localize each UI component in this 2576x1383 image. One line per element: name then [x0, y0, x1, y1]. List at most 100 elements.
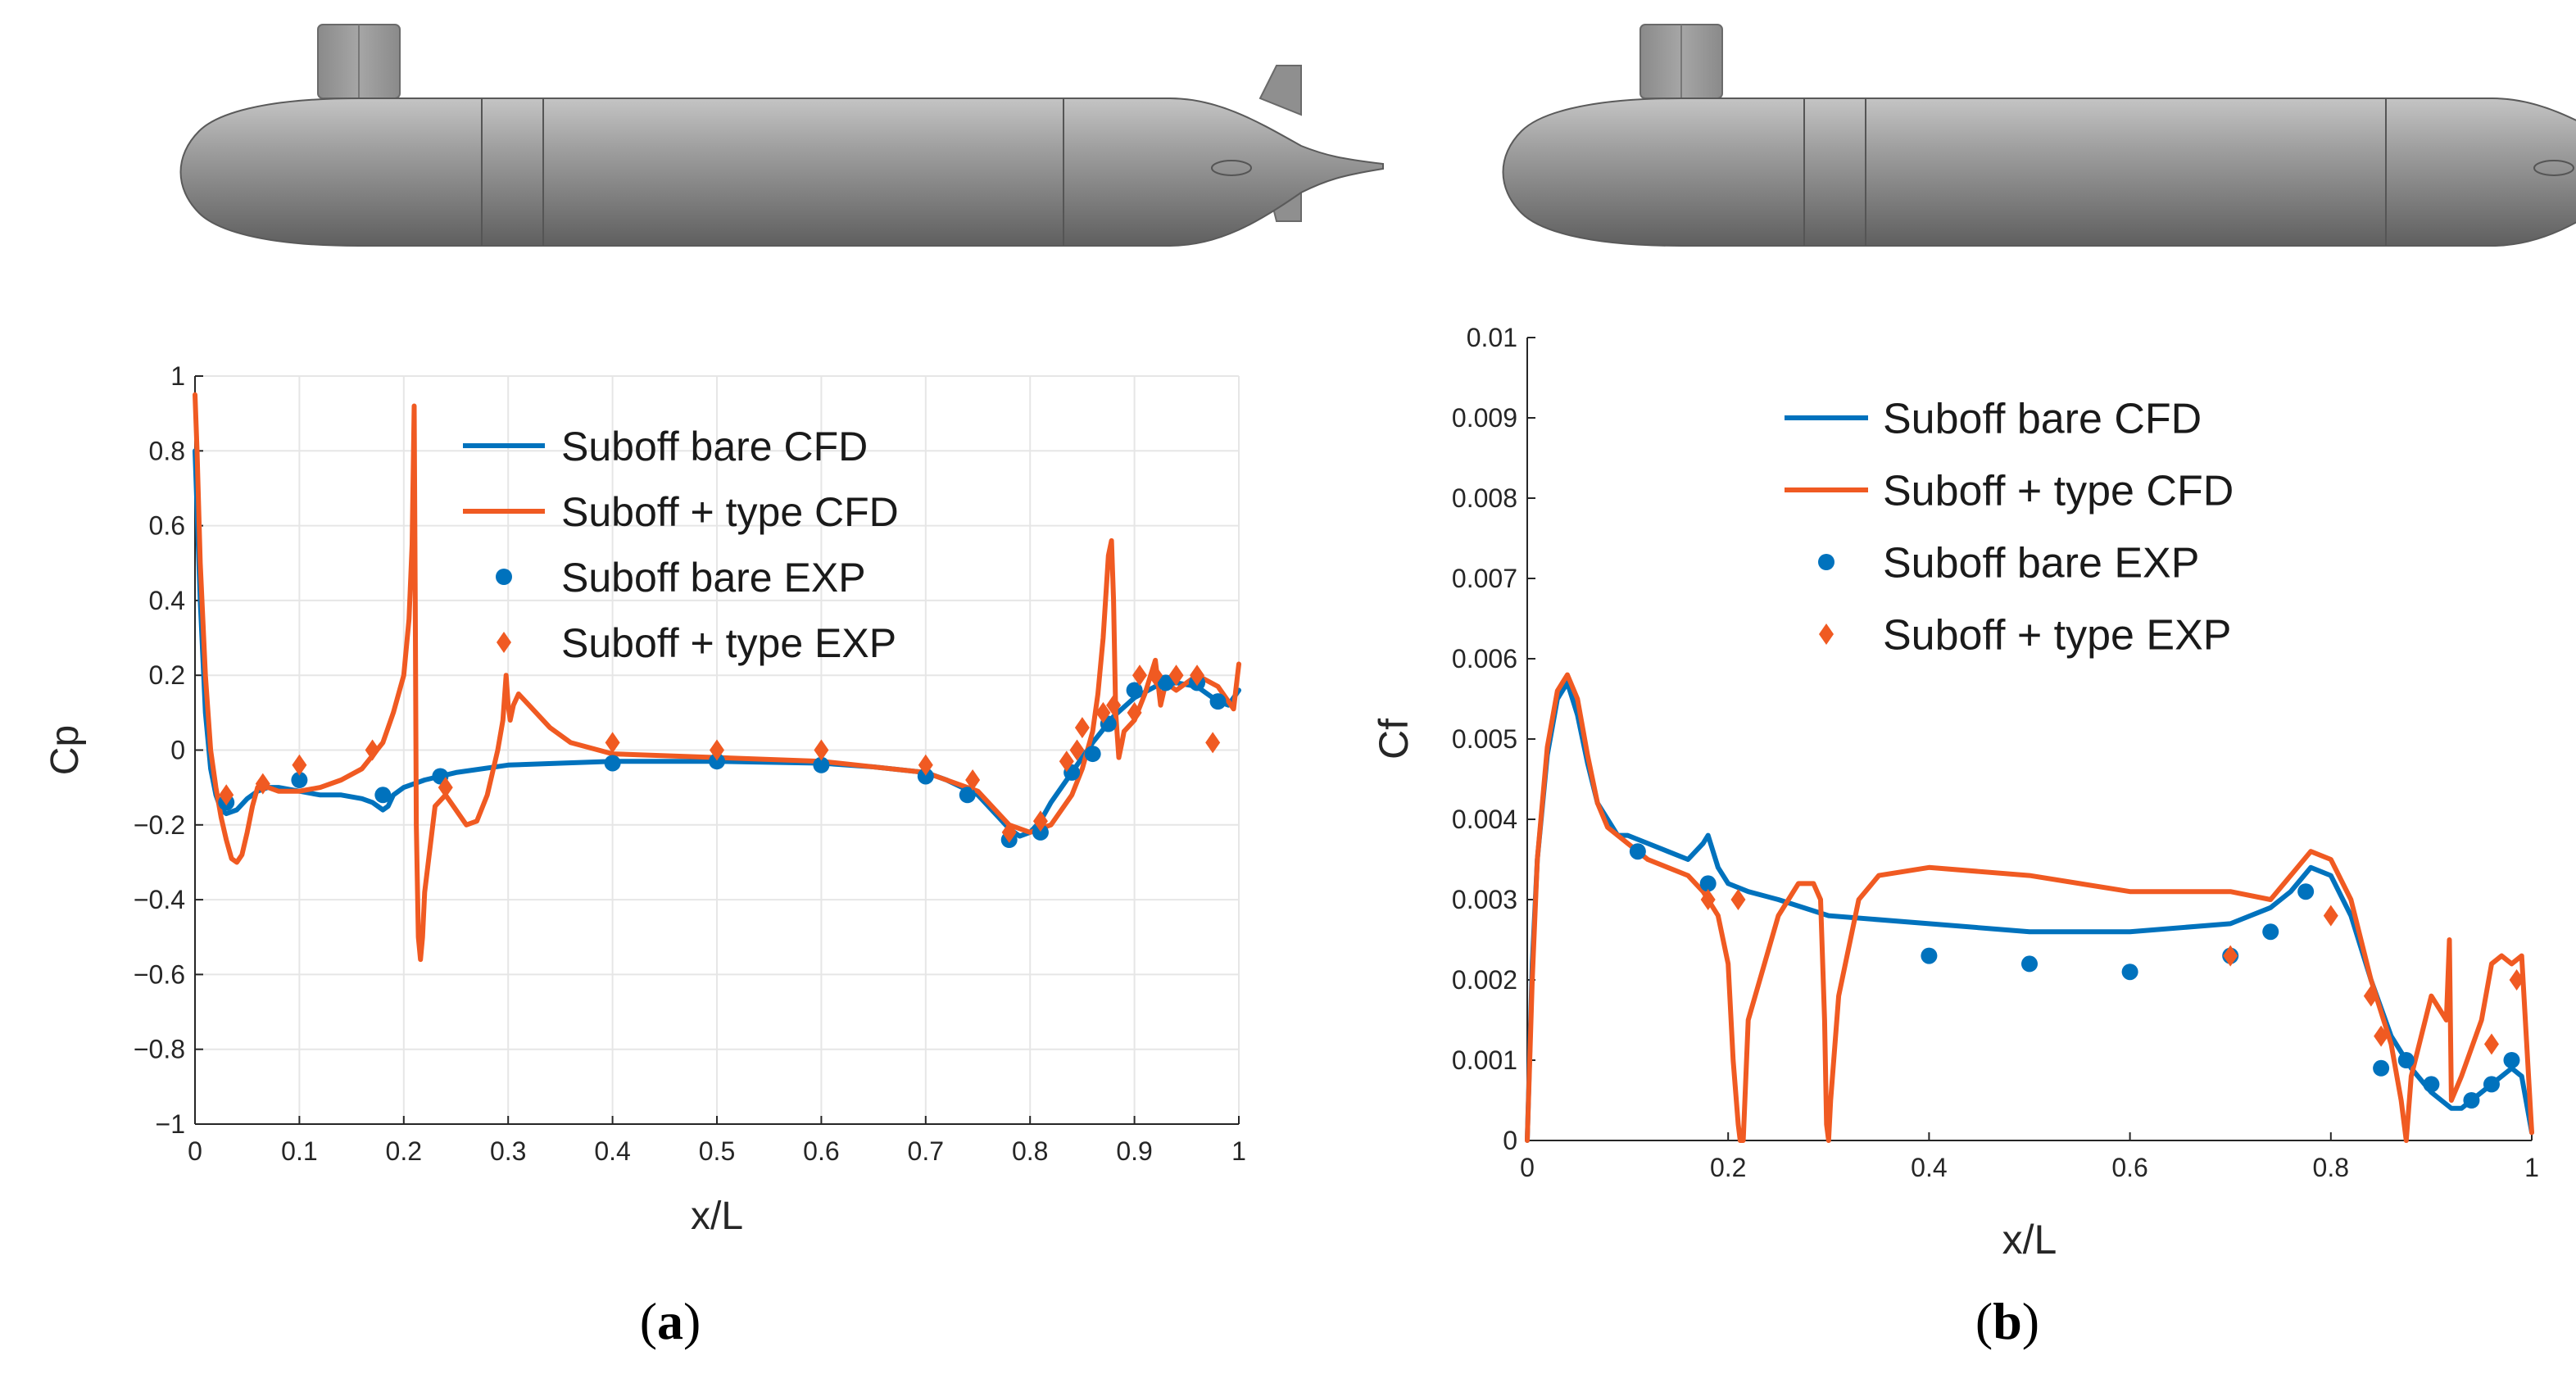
- panel-a-caption: (a): [640, 1292, 701, 1350]
- panel-b-label: b: [1993, 1292, 2022, 1350]
- data-point-series-2: [2483, 1076, 2500, 1093]
- y-tick-label: 0.6: [149, 511, 185, 541]
- data-point-series-2: [1084, 746, 1101, 763]
- data-point-series-2: [291, 772, 308, 789]
- x-axis-label: x/L: [2002, 1217, 2057, 1263]
- data-point-series-2: [1209, 693, 1227, 710]
- x-tick-label: 0.6: [2111, 1153, 2147, 1182]
- data-point-series-3: [2374, 1025, 2389, 1047]
- data-point-series-3: [1205, 732, 1221, 754]
- x-tick-label: 0.4: [594, 1136, 630, 1166]
- data-point-series-2: [1921, 947, 1938, 964]
- legend-label-0: Suboff bare CFD: [1883, 396, 2202, 443]
- data-point-series-2: [604, 755, 621, 772]
- data-point-series-3: [1032, 810, 1048, 832]
- data-point-series-3: [2223, 945, 2238, 967]
- x-tick-label: 0.2: [386, 1136, 422, 1166]
- cf-chart: 0 0.2 0.4 0.6 0.8 1 0 0.001 0.002 0.003 0.004 0.005…: [1371, 323, 2539, 1263]
- data-point-series-2: [1629, 843, 1646, 860]
- data-point-series-3: [1730, 889, 1746, 910]
- y-tick-label: 0: [170, 736, 185, 765]
- y-axis-label: Cp: [43, 725, 87, 775]
- data-point-series-3: [1069, 739, 1085, 761]
- y-tick-label: 0.006: [1452, 644, 1517, 673]
- series-line-0: [193, 448, 1241, 839]
- data-point-series-3: [219, 784, 234, 806]
- x-axis-label: x/L: [691, 1195, 743, 1238]
- legend-swatch-3: [1819, 623, 1834, 645]
- data-point-series-2: [2121, 964, 2138, 981]
- data-point-series-3: [2323, 905, 2338, 927]
- panel-b-caption: (b): [1975, 1292, 2039, 1350]
- legend-label-3: Suboff + type EXP: [561, 620, 896, 666]
- y-tick-label: 0.001: [1452, 1045, 1517, 1075]
- series-line-1: [1525, 672, 2534, 1143]
- y-tick-label: 0.007: [1452, 564, 1517, 593]
- data-point-series-3: [1095, 701, 1111, 723]
- x-tick-label: 0.7: [908, 1136, 944, 1166]
- series-line-1: [193, 392, 1241, 963]
- data-point-series-3: [1148, 664, 1163, 687]
- data-point-series-3: [438, 777, 453, 799]
- data-point-series-2: [959, 787, 976, 804]
- y-tick-label: 0.008: [1452, 483, 1517, 513]
- data-point-series-2: [2463, 1092, 2480, 1109]
- legend-label-3: Suboff + type EXP: [1883, 612, 2231, 660]
- x-tick-label: 0: [1520, 1153, 1535, 1182]
- data-point-series-3: [1127, 701, 1142, 723]
- x-tick-label: 0.9: [1116, 1136, 1152, 1166]
- data-point-series-2: [1032, 823, 1049, 841]
- legend-label-1: Suboff + type CFD: [561, 489, 899, 535]
- y-tick-label: 0.8: [149, 436, 185, 465]
- data-point-series-3: [965, 769, 981, 791]
- legend-label-2: Suboff bare EXP: [1883, 540, 2199, 587]
- data-point-series-2: [2397, 1052, 2415, 1068]
- data-point-series-3: [814, 739, 829, 761]
- y-tick-label: 0: [1503, 1126, 1517, 1155]
- data-point-series-3: [1106, 694, 1122, 716]
- x-tick-label: 0.6: [803, 1136, 839, 1166]
- x-tick-label: 0.2: [1710, 1153, 1746, 1182]
- panel-a-label: a: [657, 1292, 683, 1350]
- x-tick-label: 0: [188, 1136, 202, 1166]
- data-point-series-2: [2297, 883, 2315, 900]
- cp-chart: 0 0.1 0.2 0.3 0.4 0.5 0.6 0.7 0.8 0.9 1 −1 −0.8 −0.6 −…: [43, 361, 1246, 1238]
- y-tick-label: 0.004: [1452, 805, 1517, 834]
- x-tick-label: 0.4: [1911, 1153, 1947, 1182]
- data-point-series-2: [2503, 1052, 2520, 1068]
- data-point-series-2: [374, 787, 392, 804]
- data-point-series-3: [1074, 717, 1090, 739]
- y-axis-label: Cf: [1371, 719, 1417, 760]
- data-point-series-2: [2262, 923, 2279, 941]
- data-point-series-3: [1001, 821, 1017, 843]
- data-point-series-2: [1126, 682, 1143, 699]
- legend-label-0: Suboff bare CFD: [561, 424, 868, 469]
- x-tick-label: 0.1: [281, 1136, 317, 1166]
- legend-label-2: Suboff bare EXP: [561, 555, 866, 601]
- legend-swatch-3: [497, 632, 511, 653]
- y-tick-label: 0.009: [1452, 403, 1517, 433]
- x-tick-label: 0.8: [1012, 1136, 1048, 1166]
- data-point-series-3: [1168, 664, 1184, 687]
- data-point-series-3: [605, 732, 620, 754]
- y-tick-label: 0.4: [149, 586, 185, 615]
- y-tick-label: 0.005: [1452, 724, 1517, 754]
- y-tick-label: 0.2: [149, 660, 185, 690]
- y-tick-label: 1: [170, 361, 185, 391]
- submarine-model-image-a: [179, 24, 1384, 247]
- x-tick-label: 1: [1231, 1136, 1246, 1166]
- y-tick-label: 0.003: [1452, 885, 1517, 914]
- y-tick-label: −1: [156, 1109, 185, 1139]
- data-point-series-3: [1190, 664, 1205, 687]
- x-tick-label: 0.5: [699, 1136, 735, 1166]
- data-point-series-3: [2483, 1033, 2499, 1055]
- y-tick-label: 0.002: [1452, 965, 1517, 995]
- y-tick-label: −0.8: [134, 1035, 185, 1064]
- data-point-series-3: [710, 739, 724, 761]
- data-point-series-2: [2373, 1059, 2390, 1077]
- data-point-series-3: [365, 739, 380, 761]
- x-tick-label: 1: [2524, 1153, 2539, 1182]
- data-point-series-2: [917, 768, 934, 785]
- data-point-series-2: [813, 756, 830, 773]
